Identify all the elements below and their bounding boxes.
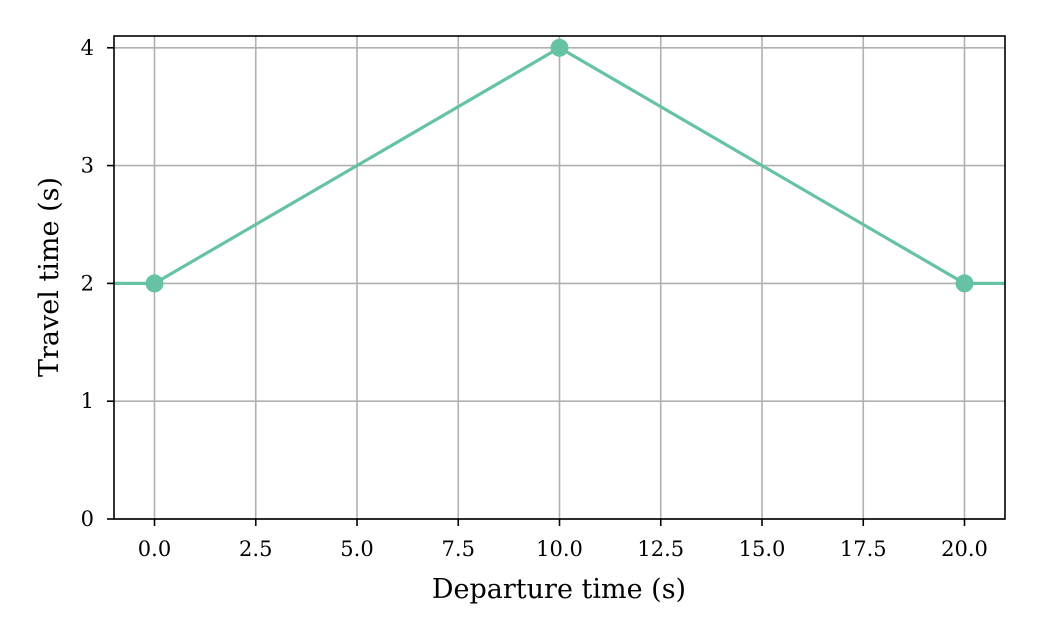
x-tick-label: 5.0 bbox=[340, 537, 373, 561]
data-point bbox=[550, 38, 569, 57]
y-tick-label: 0 bbox=[81, 507, 94, 531]
y-tick-label: 4 bbox=[81, 36, 94, 60]
plot-area bbox=[114, 38, 1005, 293]
x-tick-label: 2.5 bbox=[239, 537, 272, 561]
grid bbox=[114, 36, 1005, 520]
x-tick-label: 12.5 bbox=[637, 537, 684, 561]
x-tick-label: 0.0 bbox=[138, 537, 171, 561]
x-tick-label: 20.0 bbox=[941, 537, 988, 561]
x-tick-label: 17.5 bbox=[840, 537, 887, 561]
data-point bbox=[145, 274, 164, 293]
x-tick-label: 15.0 bbox=[739, 537, 786, 561]
y-axis-label: Travel time (s) bbox=[34, 177, 65, 377]
x-tick-label: 7.5 bbox=[442, 537, 475, 561]
x-tick-label: 10.0 bbox=[536, 537, 583, 561]
data-point bbox=[955, 274, 974, 293]
y-tick-label: 2 bbox=[81, 271, 94, 295]
y-tick-label: 3 bbox=[81, 154, 94, 178]
x-axis-label: Departure time (s) bbox=[432, 574, 686, 605]
ticks: 0.0 2.5 5.0 7.5 10.0 12.5 15.0 17.5 20.0 0 1 2 3 4 bbox=[81, 36, 988, 561]
y-tick-label: 1 bbox=[81, 389, 94, 413]
